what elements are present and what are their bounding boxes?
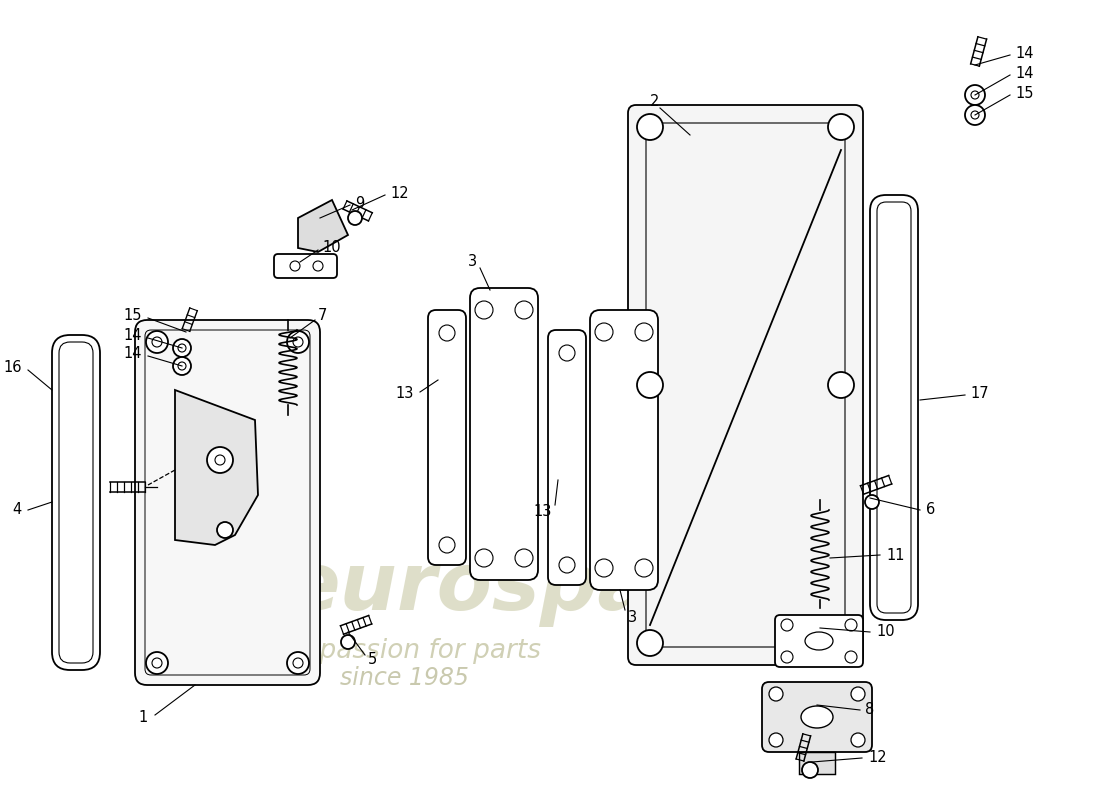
Circle shape bbox=[293, 658, 303, 668]
Text: 4: 4 bbox=[13, 502, 22, 518]
Text: 16: 16 bbox=[3, 361, 22, 375]
FancyBboxPatch shape bbox=[59, 342, 94, 663]
Text: 14: 14 bbox=[123, 329, 142, 343]
FancyBboxPatch shape bbox=[590, 310, 658, 590]
Circle shape bbox=[845, 651, 857, 663]
Circle shape bbox=[769, 687, 783, 701]
Circle shape bbox=[287, 652, 309, 674]
FancyBboxPatch shape bbox=[548, 330, 586, 585]
Circle shape bbox=[515, 301, 534, 319]
FancyBboxPatch shape bbox=[628, 105, 864, 665]
Circle shape bbox=[146, 331, 168, 353]
Circle shape bbox=[314, 261, 323, 271]
Circle shape bbox=[152, 337, 162, 347]
Circle shape bbox=[178, 344, 186, 352]
Circle shape bbox=[595, 559, 613, 577]
Circle shape bbox=[971, 91, 979, 99]
Polygon shape bbox=[799, 752, 835, 774]
Text: 14: 14 bbox=[1015, 66, 1034, 81]
FancyBboxPatch shape bbox=[776, 615, 864, 667]
Circle shape bbox=[637, 630, 663, 656]
Text: 3: 3 bbox=[628, 610, 637, 626]
Circle shape bbox=[214, 455, 225, 465]
Text: 15: 15 bbox=[1015, 86, 1034, 101]
Text: 13: 13 bbox=[534, 505, 552, 519]
Circle shape bbox=[341, 635, 355, 649]
Circle shape bbox=[781, 651, 793, 663]
Circle shape bbox=[769, 733, 783, 747]
Ellipse shape bbox=[801, 706, 833, 728]
Circle shape bbox=[559, 345, 575, 361]
Text: 9: 9 bbox=[355, 195, 364, 210]
Circle shape bbox=[781, 619, 793, 631]
Text: 17: 17 bbox=[970, 386, 989, 401]
FancyBboxPatch shape bbox=[870, 195, 918, 620]
Text: 12: 12 bbox=[868, 750, 887, 766]
Circle shape bbox=[475, 549, 493, 567]
Text: 7: 7 bbox=[318, 309, 328, 323]
Circle shape bbox=[173, 357, 191, 375]
FancyBboxPatch shape bbox=[762, 682, 872, 752]
Circle shape bbox=[595, 323, 613, 341]
Circle shape bbox=[559, 557, 575, 573]
Circle shape bbox=[287, 331, 309, 353]
Circle shape bbox=[290, 261, 300, 271]
Text: 1: 1 bbox=[139, 710, 148, 726]
Circle shape bbox=[851, 733, 865, 747]
FancyBboxPatch shape bbox=[274, 254, 337, 278]
Circle shape bbox=[635, 323, 653, 341]
Circle shape bbox=[475, 301, 493, 319]
Text: 8: 8 bbox=[865, 702, 874, 718]
Text: 12: 12 bbox=[390, 186, 408, 201]
Circle shape bbox=[439, 325, 455, 341]
Text: 6: 6 bbox=[926, 502, 935, 518]
Text: 2: 2 bbox=[650, 94, 660, 110]
Text: eurospares: eurospares bbox=[285, 549, 794, 627]
Polygon shape bbox=[298, 200, 348, 252]
FancyBboxPatch shape bbox=[135, 320, 320, 685]
Circle shape bbox=[178, 362, 186, 370]
Circle shape bbox=[293, 337, 303, 347]
Text: 14: 14 bbox=[123, 346, 142, 362]
Circle shape bbox=[971, 111, 979, 119]
Text: 3: 3 bbox=[468, 254, 477, 270]
Circle shape bbox=[965, 105, 985, 125]
Circle shape bbox=[637, 372, 663, 398]
Text: a passion for parts: a passion for parts bbox=[295, 638, 541, 664]
Circle shape bbox=[802, 762, 818, 778]
Text: 11: 11 bbox=[886, 547, 904, 562]
Circle shape bbox=[828, 114, 854, 140]
Circle shape bbox=[637, 114, 663, 140]
Text: since 1985: since 1985 bbox=[340, 666, 469, 690]
FancyBboxPatch shape bbox=[470, 288, 538, 580]
Text: 10: 10 bbox=[322, 241, 341, 255]
Circle shape bbox=[217, 522, 233, 538]
Circle shape bbox=[865, 495, 879, 509]
Circle shape bbox=[515, 549, 534, 567]
Circle shape bbox=[965, 85, 985, 105]
Circle shape bbox=[851, 687, 865, 701]
Circle shape bbox=[152, 658, 162, 668]
Circle shape bbox=[146, 652, 168, 674]
Circle shape bbox=[348, 211, 362, 225]
Circle shape bbox=[439, 537, 455, 553]
Text: 14: 14 bbox=[1015, 46, 1034, 61]
Text: 10: 10 bbox=[876, 625, 894, 639]
Polygon shape bbox=[175, 390, 258, 545]
Circle shape bbox=[828, 372, 854, 398]
Circle shape bbox=[828, 630, 854, 656]
Circle shape bbox=[845, 619, 857, 631]
Circle shape bbox=[635, 559, 653, 577]
FancyBboxPatch shape bbox=[877, 202, 911, 613]
Circle shape bbox=[173, 339, 191, 357]
Text: 13: 13 bbox=[396, 386, 414, 402]
Text: 5: 5 bbox=[368, 653, 377, 667]
Text: 15: 15 bbox=[123, 309, 142, 323]
FancyBboxPatch shape bbox=[428, 310, 466, 565]
Circle shape bbox=[207, 447, 233, 473]
FancyBboxPatch shape bbox=[52, 335, 100, 670]
Ellipse shape bbox=[805, 632, 833, 650]
